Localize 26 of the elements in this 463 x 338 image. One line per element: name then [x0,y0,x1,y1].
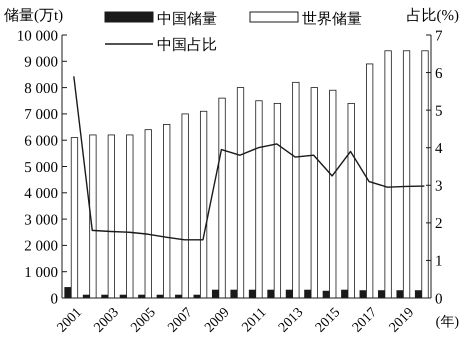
x-tick-label: 2011 [239,305,270,336]
y-tick-label: 0 [50,291,58,308]
y2-tick-label: 4 [435,140,443,157]
y-tick-label: 1 000 [24,264,58,281]
y2-axis-title: 占比(%) [406,7,459,24]
y2-tick-label: 5 [435,103,442,120]
y-tick-label: 5 000 [24,160,58,176]
legend-label: 中国占比 [157,36,217,54]
y2-tick-label: 6 [435,66,443,82]
y-tick-label: 6 000 [24,133,58,150]
legend-label: 世界储量 [302,10,362,28]
y-tick-label: 9 000 [24,54,58,71]
y-tick-label: 10 000 [16,28,58,44]
legend-label: 中国储量 [157,10,217,28]
y-axis-title: 储量(万t) [4,7,64,24]
y2-tick-label: 3 [435,178,442,195]
y-tick-label: 3 000 [24,212,58,228]
y2-tick-label: 1 [435,254,442,270]
y-tick-label: 4 000 [24,186,58,202]
y-tick-label: 8 000 [24,80,58,97]
y-tick-label: 7 000 [24,107,58,124]
y2-tick-label: 2 [435,216,442,232]
y-tick-label: 2 000 [24,238,58,255]
y2-tick-label: 7 [435,28,443,44]
x-axis-title: (年) [436,314,460,330]
y2-tick-label: 0 [435,291,442,308]
